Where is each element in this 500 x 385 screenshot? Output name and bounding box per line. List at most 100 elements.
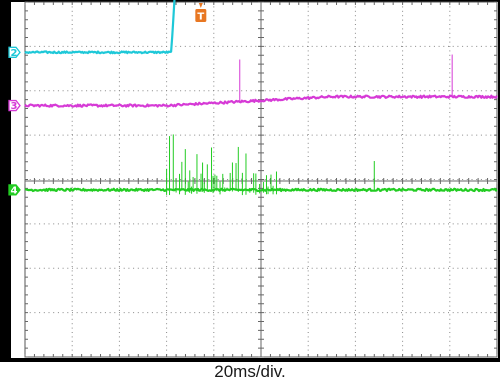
grid-dot — [222, 223, 224, 225]
grid-dot — [462, 267, 464, 269]
grid-dot — [368, 312, 370, 314]
grid-dot — [175, 90, 177, 92]
grid-dot — [39, 223, 41, 225]
grid-dot — [402, 103, 404, 105]
grid-dot — [118, 134, 120, 135]
grid-dot — [227, 45, 229, 47]
grid-dot — [57, 312, 59, 314]
grid-dot — [71, 50, 73, 52]
grid-dot — [363, 267, 365, 269]
grid-dot — [354, 24, 356, 25]
grid-dot — [354, 164, 356, 166]
grid-dot — [354, 226, 356, 228]
grid-dot — [402, 138, 404, 140]
grid-dot — [292, 312, 294, 314]
grid-dot — [71, 120, 73, 122]
grid-dot — [250, 312, 252, 314]
grid-dot — [307, 252, 309, 254]
grid-dot — [213, 327, 215, 329]
grid-dot — [166, 103, 168, 105]
grid-dot — [118, 314, 120, 316]
grid-dot — [311, 312, 313, 314]
grid-dot — [354, 116, 356, 118]
grid-dot — [386, 45, 388, 47]
grid-dot — [354, 90, 355, 92]
grid-dot — [184, 134, 186, 136]
grid-dot — [166, 94, 168, 96]
grid-dot — [402, 345, 404, 347]
grid-dot — [71, 81, 73, 83]
grid-dot — [62, 134, 64, 136]
grid-dot — [71, 327, 73, 329]
grid-dot — [307, 261, 309, 263]
grid-dot — [449, 50, 451, 52]
grid-dot — [449, 54, 451, 56]
grid-dot — [410, 134, 412, 136]
grid-dot — [429, 90, 431, 92]
grid-dot — [415, 267, 417, 269]
grid-dot — [161, 134, 163, 136]
grid-dot — [109, 312, 111, 314]
grid-dot — [264, 312, 266, 314]
grid-dot — [147, 90, 149, 92]
grid-dot — [208, 179, 210, 180]
grid-dot — [457, 134, 459, 136]
grid-dot — [156, 223, 158, 225]
grid-dot — [250, 134, 252, 136]
grid-dot — [354, 288, 356, 289]
grid-dot — [476, 45, 478, 47]
grid-dot — [466, 312, 468, 314]
grid-dot — [166, 68, 168, 69]
grid-dot — [217, 45, 219, 47]
grid-dot — [377, 134, 379, 136]
grid-dot — [466, 223, 468, 225]
grid-dot — [217, 223, 219, 225]
grid-dot — [358, 179, 360, 180]
grid-dot — [443, 312, 445, 314]
grid-dot — [161, 90, 163, 92]
grid-dot — [213, 217, 215, 219]
channel-marker-shape — [8, 99, 21, 112]
grid-dot — [166, 230, 168, 232]
grid-dot — [307, 173, 309, 175]
grid-dot — [203, 223, 205, 225]
grid-dot — [71, 235, 73, 237]
grid-dot — [208, 223, 210, 225]
grid-dot — [485, 134, 487, 136]
grid-dot — [354, 173, 356, 175]
trace-group — [24, 0, 498, 196]
grid-dot — [419, 179, 421, 180]
grid-dot — [449, 279, 451, 281]
grid-dot — [137, 45, 139, 47]
grid-dot — [208, 267, 210, 269]
grid-dot — [29, 134, 31, 136]
grid-dot — [53, 90, 55, 92]
grid-dot — [213, 296, 215, 298]
grid-dot — [109, 223, 111, 225]
grid-dot — [100, 45, 102, 47]
grid-dot — [213, 230, 215, 232]
grid-dot — [213, 24, 215, 25]
grid-dot — [213, 252, 215, 254]
grid-dot — [166, 340, 168, 342]
grid-dot — [118, 156, 120, 157]
grid-dot — [213, 340, 215, 342]
grid-dot — [71, 195, 73, 197]
grid-dot — [166, 116, 168, 118]
grid-dot — [402, 226, 404, 228]
grid-dot — [402, 239, 404, 241]
grid-dot — [307, 169, 309, 171]
grid-dot — [302, 223, 304, 225]
grid-dot — [71, 169, 73, 171]
grid-dot — [123, 45, 125, 47]
grid-dot — [39, 134, 41, 136]
grid-dot — [402, 244, 404, 245]
grid-dot — [67, 134, 69, 136]
grid-dot — [485, 90, 487, 92]
grid-dot — [490, 223, 492, 225]
grid-dot — [402, 116, 404, 118]
grid-dot — [213, 266, 215, 267]
grid-dot — [449, 213, 451, 215]
grid-dot — [264, 90, 266, 92]
grid-dot — [339, 90, 341, 92]
